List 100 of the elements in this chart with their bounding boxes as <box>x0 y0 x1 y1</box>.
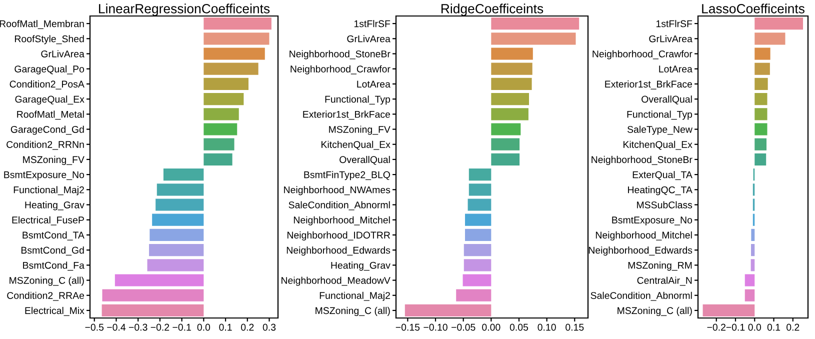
y-tick-label: Neighborhood_Mitchel <box>294 216 390 226</box>
y-tick-label: Neighborhood_Mitchel <box>596 231 692 240</box>
bar <box>491 138 520 150</box>
x-tick-label: 0.10 <box>538 324 556 331</box>
x-tick-label: 0.05 <box>510 324 528 331</box>
x-tick-label: 0.1 <box>767 324 780 331</box>
y-tick-label: SaleCondition_Abnorml <box>590 292 692 301</box>
x-tick-label: −0.05 <box>452 324 476 331</box>
x-tick-label: −0.2 <box>707 324 726 331</box>
bar <box>491 123 521 136</box>
bar <box>204 93 244 106</box>
y-tick-label: MSZoning_C (all) <box>316 306 390 316</box>
bar <box>754 138 766 150</box>
y-tick-label: Functional_Maj2 <box>14 186 84 196</box>
y-tick-label: HeatingQC_TA <box>628 186 692 196</box>
y-tick-label: Neighborhood_StoneBr <box>290 50 390 60</box>
y-tick-label: RoofStyle_Shed <box>14 35 84 44</box>
x-tick-label: −0.5 <box>85 324 104 331</box>
y-tick-label: Exterior1st_BrkFace <box>303 110 390 120</box>
y-tick-label: KitchenQual_Ex <box>624 140 692 150</box>
y-tick-label: LotArea <box>357 80 390 88</box>
bar <box>468 184 492 196</box>
bar <box>491 18 580 30</box>
bar <box>754 93 768 106</box>
bar <box>204 153 232 166</box>
bar <box>465 228 492 241</box>
bar <box>404 304 492 316</box>
bar <box>750 259 755 272</box>
y-tick-label: Electrical_Mix <box>25 306 84 316</box>
bar <box>750 244 755 256</box>
y-tick-label: SaleType_New <box>627 126 692 135</box>
bar <box>147 259 204 272</box>
y-tick-label: MSZoning_C (all) <box>10 276 84 286</box>
y-tick-label: MSZoning_RM <box>628 262 692 271</box>
y-tick-label: Functional_Maj2 <box>320 292 390 301</box>
y-tick-label: Condition2_PosA <box>10 80 84 90</box>
bar <box>114 274 204 286</box>
y-tick-label: BsmtExposure_No <box>4 171 84 180</box>
y-tick-label: GarageCond_Gd <box>10 126 84 135</box>
y-tick-label: GrLivArea <box>649 35 692 42</box>
y-tick-label: MSZoning_FV <box>329 126 390 135</box>
chart-title: LinearRegressionCoefficeints <box>99 4 270 16</box>
bar <box>204 18 272 30</box>
chart-title: RidgeCoefficeints <box>441 4 544 16</box>
y-tick-label: Neighborhood_StoneBr <box>592 156 692 165</box>
bar <box>464 259 492 272</box>
y-tick-label: BsmtExposure_No <box>612 216 692 226</box>
y-tick-label: RoofMatl_Membran <box>0 20 84 30</box>
bar <box>204 62 258 75</box>
y-tick-label: 1stFlrSF <box>354 20 390 28</box>
y-tick-label: Exterior1st_BrkFace <box>605 80 692 90</box>
y-tick-label: Neighborhood_Crawfor <box>290 65 390 74</box>
y-tick-label: CentralAir_N <box>637 276 692 286</box>
y-tick-label: OverallQual <box>642 96 692 104</box>
bar <box>468 168 492 181</box>
x-tick-label: 0.00 <box>482 324 500 331</box>
y-tick-label: MSZoning_C (all) <box>618 306 692 316</box>
y-tick-label: OverallQual <box>340 156 390 165</box>
x-tick-label: 0.0 <box>748 324 762 331</box>
bar <box>754 78 768 90</box>
bar <box>751 228 755 241</box>
bar <box>491 153 520 166</box>
bar <box>491 48 533 60</box>
x-tick-label: 0.15 <box>566 324 584 331</box>
y-tick-label: MSSubClass <box>637 201 692 208</box>
x-tick-label: −0.2 <box>150 324 170 331</box>
x-tick-label: 0.1 <box>219 324 232 331</box>
x-tick-label: 0.3 <box>262 324 276 331</box>
bar <box>468 198 492 211</box>
bar <box>491 93 530 106</box>
bar <box>702 304 755 316</box>
y-tick-label: Neighborhood_IDOTRR <box>287 231 390 240</box>
bar <box>464 244 492 256</box>
y-tick-label: ExterQual_TA <box>632 171 692 180</box>
y-tick-label: Neighborhood_Edwards <box>286 246 390 256</box>
bar <box>754 108 768 120</box>
bar <box>754 62 770 75</box>
y-tick-label: BsmtCond_Gd <box>21 246 84 256</box>
bar <box>491 108 528 120</box>
bar <box>462 274 492 286</box>
y-tick-label: BsmtCond_Fa <box>23 262 84 271</box>
bar <box>156 198 204 211</box>
y-tick-label: GrLivArea <box>347 35 390 42</box>
bar <box>204 48 265 60</box>
bar <box>204 123 238 136</box>
y-tick-label: 1stFlrSF <box>656 20 692 28</box>
bar <box>149 244 204 256</box>
bar <box>754 32 786 45</box>
bar <box>465 214 492 226</box>
bar <box>204 78 248 90</box>
y-tick-label: Heating_Grav <box>25 201 84 210</box>
y-tick-label: Condition2_RRNn <box>6 140 84 150</box>
bar <box>754 48 770 60</box>
y-tick-label: LotArea <box>659 66 692 72</box>
x-tick-label: −0.4 <box>107 324 126 331</box>
y-tick-label: Neighborhood_NWAmes <box>284 186 390 196</box>
bar <box>744 274 755 286</box>
y-tick-label: SaleCondition_Abnorml <box>288 201 390 210</box>
bar <box>102 304 204 316</box>
y-tick-label: Functional_Typ <box>627 110 692 120</box>
